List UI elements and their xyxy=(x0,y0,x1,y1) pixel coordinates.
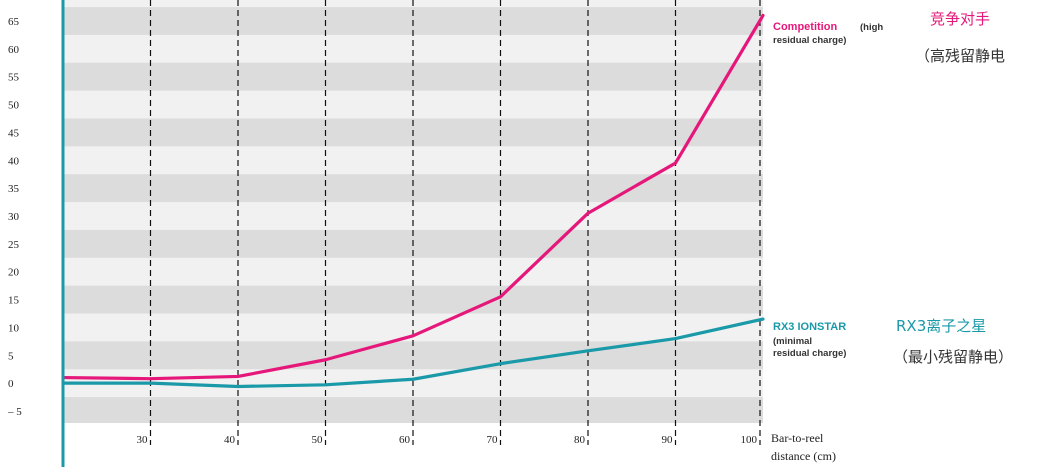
y-tick-label: 5 xyxy=(8,350,14,362)
y-tick-label: 25 xyxy=(8,239,20,251)
x-tick-label: 60 xyxy=(399,434,411,446)
ionstar-series-note-1: (minimal xyxy=(773,336,812,347)
series-lines xyxy=(61,13,765,389)
x-axis-labels: 30 40 50 60 70 80 90 100 xyxy=(137,434,758,446)
y-axis-labels: – 5 0 5 10 15 20 25 30 35 40 45 50 55 60 65 xyxy=(7,16,22,418)
competition-series-name: Competition xyxy=(773,21,837,33)
x-tick-label: 40 xyxy=(224,434,236,446)
y-tick-label: 35 xyxy=(8,183,20,195)
x-tick-label: 50 xyxy=(312,434,324,446)
competition-cn-note: （高残留静电 xyxy=(915,47,1005,65)
y-tick-label: 40 xyxy=(8,155,20,167)
ionstar-cn-note: （最小残留静电） xyxy=(893,348,1013,366)
band-stripe xyxy=(63,174,763,203)
ionstar-cn-label: RX3离子之星 xyxy=(896,317,986,335)
y-tick-label: 20 xyxy=(8,267,20,279)
gridlines xyxy=(149,0,761,445)
x-axis-label-line-2: distance (cm) xyxy=(771,449,836,463)
competition-line xyxy=(61,13,765,381)
x-tick-label: 30 xyxy=(137,434,149,446)
ionstar-line xyxy=(61,317,765,389)
y-tick-label: 65 xyxy=(8,16,20,28)
y-tick-label: 50 xyxy=(8,100,20,112)
ionstar-series-note-2: residual charge) xyxy=(773,348,846,359)
competition-cn-label: 竞争对手 xyxy=(930,10,990,28)
y-tick-label: 10 xyxy=(8,322,20,334)
band-stripe xyxy=(63,285,763,314)
band-stripe xyxy=(63,62,763,91)
y-tick-label: 60 xyxy=(8,44,20,56)
y-tick-label: 45 xyxy=(8,127,20,139)
y-tick-label: 15 xyxy=(8,295,20,307)
x-axis-label-line-1: Bar-to-reel xyxy=(771,431,824,445)
competition-series-note-2: residual charge) xyxy=(773,35,846,46)
x-tick-label: 90 xyxy=(662,434,674,446)
y-tick-label: 55 xyxy=(8,72,20,84)
x-tick-label: 100 xyxy=(741,434,758,446)
x-tick-label: 70 xyxy=(487,434,499,446)
y-tick-label: 0 xyxy=(8,378,14,390)
x-tick-label: 80 xyxy=(574,434,586,446)
y-tick-label: 30 xyxy=(8,211,20,223)
competition-series-note-1: (high xyxy=(860,22,883,33)
ionstar-series-name: RX3 IONSTAR xyxy=(773,321,846,333)
y-tick-label: – 5 xyxy=(7,406,22,418)
